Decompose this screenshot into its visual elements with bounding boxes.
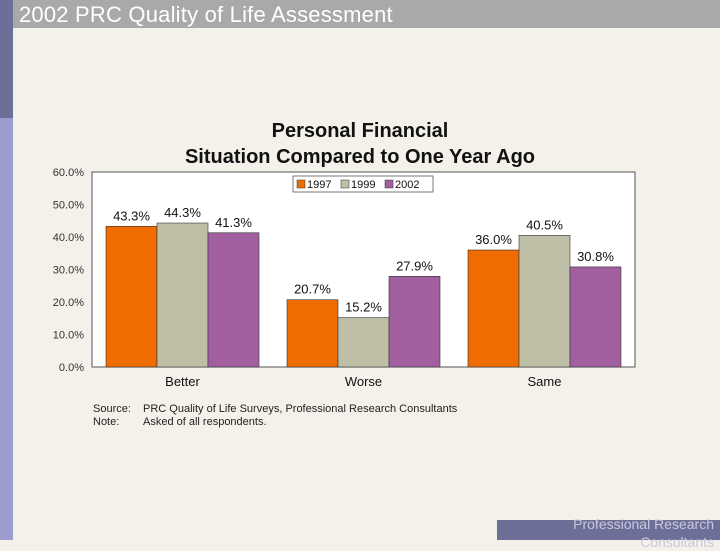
left-accent-bar-top [0,0,13,118]
legend-label-1999: 1999 [351,179,375,191]
footer-band: Professional Research Consultants [497,516,720,550]
respondents-note: Note: Asked of all respondents. [93,416,457,429]
data-label: 40.5% [526,217,563,232]
y-tick-label: 10.0% [53,330,84,342]
slide-title: 2002 PRC Quality of Life Assessment [19,2,393,27]
y-tick-label: 60.0% [53,167,84,179]
bar-2002-same [569,266,622,368]
chart-title: Personal Financial Situation Compared to… [150,118,570,170]
chart-title-line-2: Situation Compared to One Year Ago [184,146,536,168]
note-text: Asked of all respondents. [143,416,267,428]
x-category-label: Same [528,374,562,389]
chart-title-line-1: Personal Financial [271,120,449,142]
bar-2002-worse [388,276,441,368]
data-label: 43.3% [113,208,150,223]
bar-1999-same [518,235,571,368]
legend-label-1997: 1997 [307,179,331,191]
data-label: 30.8% [577,249,614,264]
bar-1997-worse [286,299,339,368]
legend-swatch-1999 [340,179,350,189]
legend-swatch-1997 [296,179,306,189]
bar-1997-same [467,249,520,368]
data-label: 36.0% [475,232,512,247]
footer-company: Professional Research Consultants [573,516,714,550]
legend-swatch-2002 [384,179,394,189]
data-label: 15.2% [345,300,382,315]
y-tick-label: 40.0% [53,232,84,244]
source-label: Source: [93,403,131,415]
y-tick-label: 20.0% [53,297,84,309]
title-bar: 2002 PRC Quality of Life Assessment [13,0,720,28]
legend-label-2002: 2002 [395,179,419,191]
data-label: 44.3% [164,205,201,220]
bar-1999-worse [337,317,390,368]
note-label: Note: [93,416,120,428]
source-text: PRC Quality of Life Surveys, Professiona… [143,403,458,415]
y-tick-label: 30.0% [53,265,84,277]
x-category-label: Better [165,374,200,389]
bar-1997-better [105,225,158,368]
bar-2002-better [207,232,260,368]
source-note: Source: PRC Quality of Life Surveys, Pro… [93,403,457,416]
bar-1999-better [156,222,209,368]
data-label: 27.9% [396,258,433,273]
left-accent-bar-bottom [0,118,13,540]
data-label: 20.7% [294,282,331,297]
data-label: 41.3% [215,215,252,230]
y-tick-label: 50.0% [53,200,84,212]
y-tick-label: 0.0% [59,362,84,374]
x-category-label: Worse [345,374,382,389]
chart-notes: Source: PRC Quality of Life Surveys, Pro… [93,403,457,429]
legend-box [292,175,434,193]
